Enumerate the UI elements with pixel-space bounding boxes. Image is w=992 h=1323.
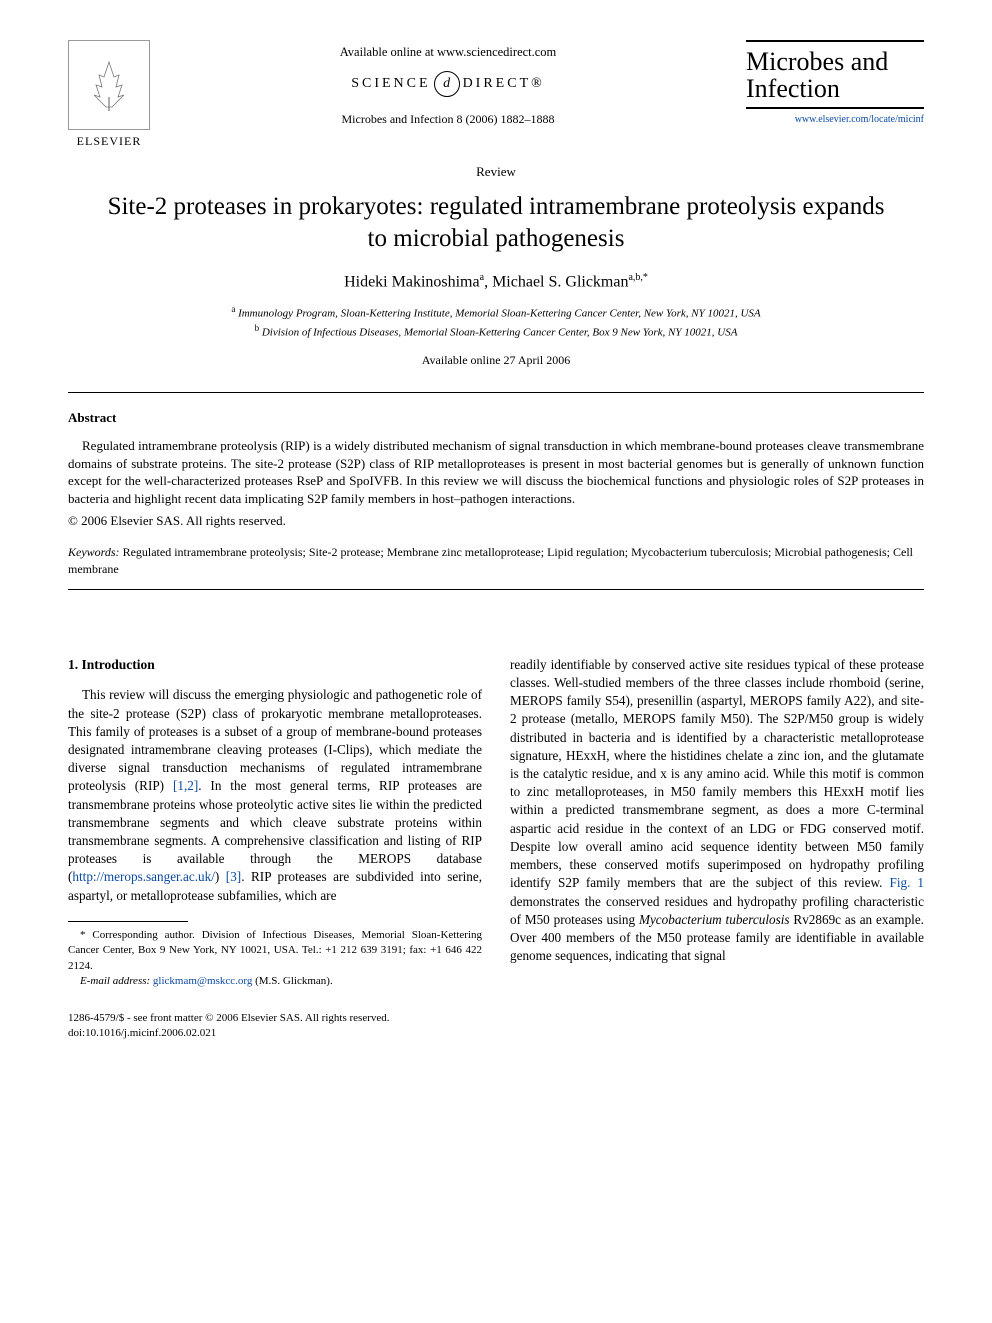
affiliation-b: Division of Infectious Diseases, Memoria… <box>262 327 738 339</box>
elsevier-label: ELSEVIER <box>68 133 150 149</box>
available-online-line: Available online at www.sciencedirect.co… <box>150 44 746 61</box>
body-text: readily identifiable by conserved active… <box>510 657 924 891</box>
keywords-block: Keywords: Regulated intramembrane proteo… <box>68 544 924 579</box>
corresponding-author-note: * Corresponding author. Division of Infe… <box>68 928 482 974</box>
affiliations: a Immunology Program, Sloan-Kettering In… <box>68 303 924 342</box>
intro-paragraph-left: This review will discuss the emerging ph… <box>68 686 482 905</box>
ref-link-3[interactable]: [3] <box>226 869 241 884</box>
header-center: Available online at www.sciencedirect.co… <box>150 40 746 127</box>
journal-logo-block: Microbes and Infection www.elsevier.com/… <box>746 40 924 126</box>
author-1: Hideki Makinoshima <box>344 273 480 290</box>
ref-link-1-2[interactable]: [1,2] <box>173 778 198 793</box>
journal-url[interactable]: www.elsevier.com/locate/micinf <box>746 113 924 127</box>
citation-line: Microbes and Infection 8 (2006) 1882–188… <box>150 111 746 127</box>
email-label: E-mail address: <box>80 975 150 987</box>
email-who: (M.S. Glickman). <box>255 975 333 987</box>
sd-right: DIRECT® <box>463 76 545 91</box>
body-text: ) <box>215 869 226 884</box>
available-date: Available online 27 April 2006 <box>68 352 924 368</box>
author-2-aff: a,b,* <box>628 272 647 283</box>
abstract-copyright: © 2006 Elsevier SAS. All rights reserved… <box>68 512 924 530</box>
species-name: Mycobacterium tuberculosis <box>639 912 790 927</box>
elsevier-tree-icon <box>68 40 150 130</box>
article-type-label: Review <box>68 163 924 181</box>
author-line: Hideki Makinoshimaa, Michael S. Glickman… <box>68 271 924 293</box>
merops-url-link[interactable]: http://merops.sanger.ac.uk/ <box>72 869 214 884</box>
tree-icon <box>84 57 134 112</box>
affiliation-a: Immunology Program, Sloan-Kettering Inst… <box>238 307 761 319</box>
sciencedirect-logo: SCIENCE dDIRECT® <box>150 71 746 97</box>
journal-title-logo: Microbes and Infection <box>746 40 924 109</box>
rule-bottom <box>68 589 924 590</box>
abstract-body: Regulated intramembrane proteolysis (RIP… <box>68 437 924 509</box>
sd-at-icon: d <box>434 71 460 97</box>
page-footer: 1286-4579/$ - see front matter © 2006 El… <box>68 1011 924 1041</box>
footer-line-1: 1286-4579/$ - see front matter © 2006 El… <box>68 1011 924 1026</box>
body-columns: 1. Introduction This review will discuss… <box>68 656 924 990</box>
keywords-text: Regulated intramembrane proteolysis; Sit… <box>68 545 913 576</box>
email-line: E-mail address: glickmam@mskcc.org (M.S.… <box>68 974 482 989</box>
column-left: 1. Introduction This review will discuss… <box>68 656 482 990</box>
footnotes: * Corresponding author. Division of Infe… <box>68 928 482 990</box>
email-link[interactable]: glickmam@mskcc.org <box>153 975 252 987</box>
page-header: ELSEVIER Available online at www.science… <box>68 40 924 149</box>
intro-paragraph-right: readily identifiable by conserved active… <box>510 656 924 966</box>
elsevier-logo-block: ELSEVIER <box>68 40 150 149</box>
abstract-heading: Abstract <box>68 409 924 427</box>
author-1-aff: a <box>480 272 484 283</box>
journal-line1: Microbes and <box>746 48 924 75</box>
article-title: Site-2 proteases in prokaryotes: regulat… <box>98 191 894 255</box>
footnote-rule <box>68 921 188 922</box>
rule-top <box>68 392 924 393</box>
journal-line2: Infection <box>746 75 924 102</box>
fig-1-link[interactable]: Fig. 1 <box>890 875 925 890</box>
footer-doi: doi:10.1016/j.micinf.2006.02.021 <box>68 1026 924 1041</box>
sd-left: SCIENCE <box>351 76 430 91</box>
column-right: readily identifiable by conserved active… <box>510 656 924 990</box>
author-2: Michael S. Glickman <box>492 273 628 290</box>
section-1-heading: 1. Introduction <box>68 656 482 675</box>
keywords-label: Keywords: <box>68 545 120 559</box>
